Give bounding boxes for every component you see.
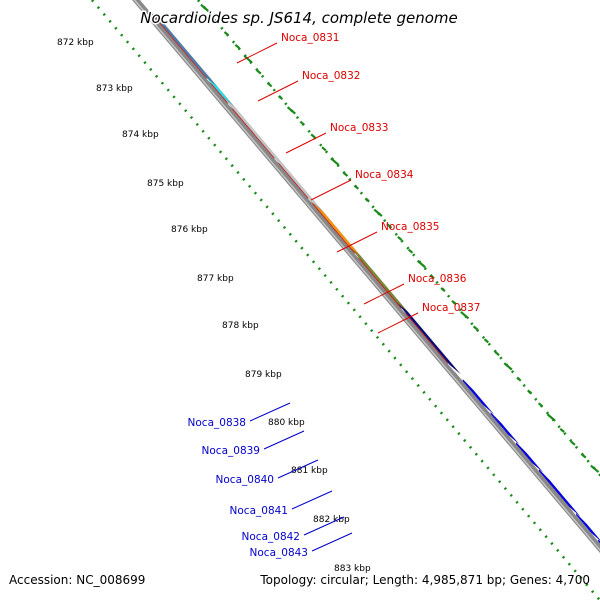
scale-tick-mark — [321, 146, 327, 152]
gene-product-bar — [350, 247, 409, 313]
scale-tick-label: 876 kbp — [171, 225, 208, 235]
scale-tick-label: 880 kbp — [268, 418, 305, 428]
scale-tick-mark — [286, 106, 296, 115]
scale-tick-mark — [234, 43, 240, 49]
gene-label-leader — [310, 179, 352, 201]
scale-tick-mark — [429, 274, 435, 280]
scale-tick-label: 873 kbp — [96, 84, 133, 94]
scale-tick-label: 877 kbp — [197, 274, 234, 284]
forward-gene-label: Noca_0832 — [302, 70, 360, 82]
forward-gene-label: Noca_0833 — [330, 122, 388, 134]
gene-label-leader — [377, 312, 419, 334]
scale-tick-label: 874 kbp — [122, 130, 159, 140]
gene-product-bar — [222, 96, 324, 213]
scale-tick-mark — [451, 299, 457, 305]
reverse-gene-label: Noca_0841 — [230, 505, 288, 517]
reverse-gene-label: Noca_0840 — [216, 474, 274, 486]
gene-label-leader — [285, 132, 327, 154]
scale-tick-label: 879 kbp — [245, 370, 282, 380]
backbone-layer — [132, 0, 600, 554]
scale-tick-mark — [243, 55, 253, 64]
scale-tick-mark — [386, 223, 392, 229]
scale-tick-mark — [527, 389, 533, 395]
scale-tick-label: 881 kbp — [291, 466, 328, 476]
scale-tick-mark — [212, 18, 219, 24]
scale-tick-mark — [342, 171, 349, 177]
gene-label-leader — [236, 42, 278, 64]
scale-tick-mark — [546, 413, 556, 422]
scale-tick-mark — [310, 133, 316, 139]
scale-tick-mark — [590, 464, 600, 473]
scale-tick-mark — [460, 311, 470, 320]
scale-tick-mark — [503, 362, 513, 371]
scale-tick-mark — [440, 287, 446, 293]
scale-tick-mark — [373, 208, 383, 217]
scale-tick-mark — [483, 338, 489, 344]
forward-gene-label: Noca_0834 — [355, 169, 414, 181]
scale-tick-mark — [397, 235, 403, 241]
gene-label-leader — [336, 231, 378, 253]
scale-tick-mark — [559, 427, 565, 433]
scale-tick-mark — [516, 376, 522, 382]
gene-label-leader — [363, 283, 405, 305]
gene-label-leader — [263, 430, 305, 450]
reverse-gene-label: Noca_0842 — [242, 531, 300, 543]
scale-tick-mark — [299, 120, 305, 126]
scale-tick-label: 883 kbp — [334, 564, 371, 574]
reverse-gene-arrow — [462, 378, 494, 415]
scale-tick-mark — [277, 95, 284, 101]
scale-tick-label: 882 kbp — [313, 515, 350, 525]
genome-summary-text: Topology: circular; Length: 4,985,871 bp… — [260, 573, 590, 587]
scale-tick-mark — [223, 31, 230, 37]
accession-text: Accession: NC_008699 — [9, 573, 146, 587]
scale-tick-mark — [537, 402, 544, 408]
label-layer: Noca_0831 Noca_0832 Noca_0833 Noca_0834 Noca… — [188, 32, 481, 559]
scale-tick-mark — [407, 248, 414, 254]
scale-tick-mark — [416, 259, 426, 269]
scale-tick-mark — [494, 351, 500, 357]
forward-gene-label: Noca_0835 — [381, 221, 439, 233]
scale-tick-mark — [472, 325, 479, 331]
gene-label-leader — [291, 490, 333, 510]
scale-tick-mark — [267, 82, 273, 88]
gene-product-bar — [396, 302, 461, 375]
gene-product-bar — [312, 202, 362, 258]
map-title: Nocardioides sp. JS614, complete genome — [140, 9, 457, 27]
scale-tick-label: 875 kbp — [147, 179, 184, 189]
genome-backbone-highlight — [133, 0, 600, 552]
scale-tick-mark — [200, 3, 210, 13]
gene-label-leader — [311, 532, 353, 552]
reverse-gene-label: Noca_0843 — [250, 547, 308, 559]
feature-layer — [140, 3, 600, 548]
gene-label-leader — [303, 516, 345, 536]
scale-dotted-line-inner — [91, 0, 600, 600]
reverse-gene-label: Noca_0839 — [202, 445, 260, 457]
scale-tick-mark — [256, 69, 262, 75]
scale-tick-label: 872 kbp — [57, 38, 94, 48]
reverse-gene-label: Noca_0838 — [188, 417, 246, 429]
reverse-gene-arrow — [538, 468, 581, 517]
scale-tick-mark — [570, 440, 576, 446]
scale-tick-label: 878 kbp — [222, 321, 259, 331]
scale-tick-mark — [353, 184, 360, 190]
reverse-gene-arrow — [515, 441, 543, 473]
scale-tick-mark — [364, 197, 370, 203]
forward-gene-label: Noca_0831 — [281, 32, 339, 44]
forward-gene-label: Noca_0837 — [422, 302, 480, 314]
scale-layer: 872 kbp 873 kbp 874 kbp 875 kbp 876 kbp 877 k… — [57, 0, 600, 600]
reverse-gene-arrow — [575, 512, 600, 541]
scale-tick-mark — [330, 157, 340, 166]
forward-gene-label: Noca_0836 — [408, 273, 467, 285]
gene-label-leader — [249, 402, 291, 422]
gene-label-leader — [277, 459, 319, 479]
genome-backbone — [132, 0, 600, 554]
scale-tick-mark — [581, 453, 587, 459]
reverse-gene-arrow — [490, 411, 520, 445]
gene-label-leader — [257, 80, 299, 102]
